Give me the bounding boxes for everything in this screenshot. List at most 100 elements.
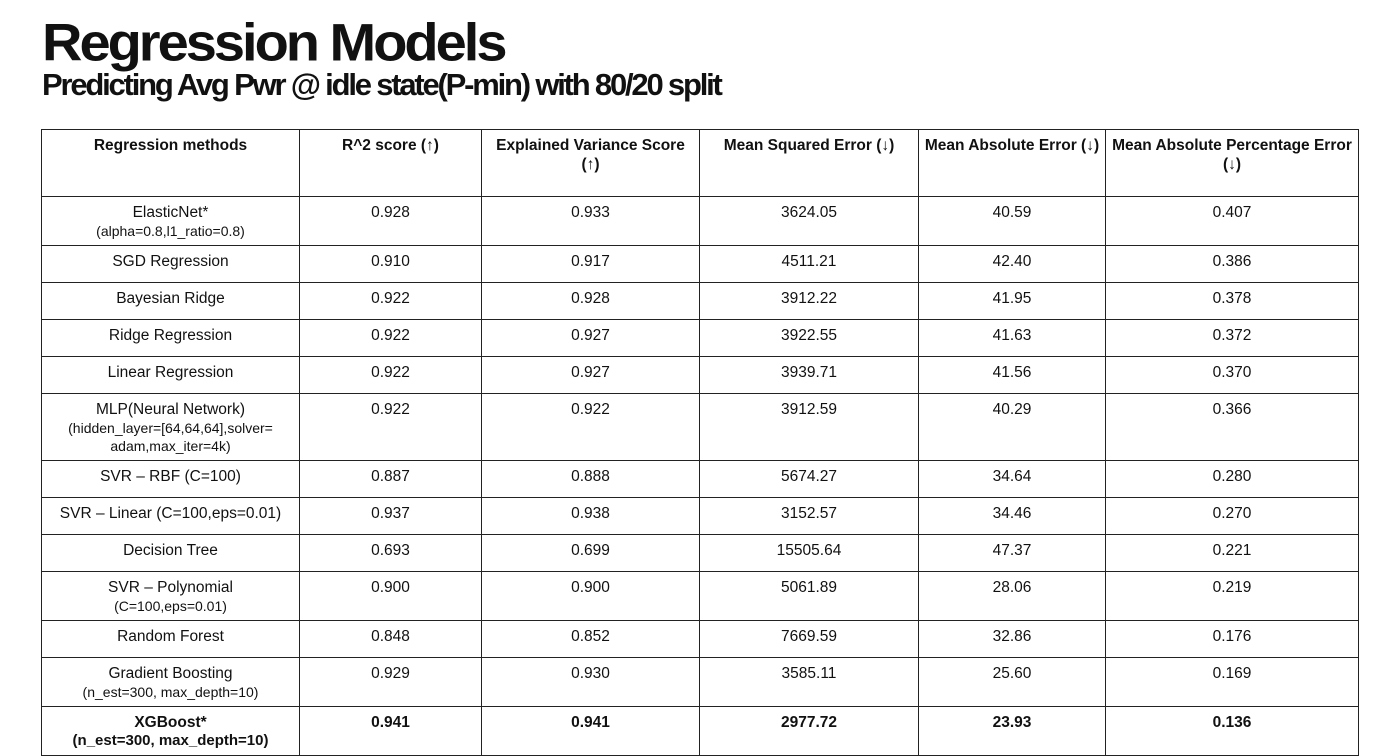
cell-r2-score: 0.929: [299, 657, 482, 707]
cell-mae: 41.56: [918, 356, 1106, 394]
cell-mae: 47.37: [918, 534, 1106, 572]
table-row: SVR – RBF (C=100) 0.887 0.888 5674.27 34.64 0…: [41, 460, 1359, 498]
cell-mse: 3939.71: [699, 356, 919, 394]
method-name: Gradient Boosting: [108, 665, 233, 682]
cell-method: Linear Regression: [41, 356, 300, 394]
table-row: Gradient Boosting (n_est=300, max_depth=1…: [41, 657, 1359, 707]
cell-method: SGD Regression: [41, 245, 300, 283]
header-mae: Mean Absolute Error (↓): [918, 129, 1106, 197]
method-params: (n_est=300, max_depth=10): [72, 732, 269, 749]
cell-mae: 41.95: [918, 282, 1106, 320]
cell-mse: 3912.59: [699, 393, 919, 461]
table-row: XGBoost* (n_est=300, max_depth=10) 0.941 0.…: [41, 706, 1359, 756]
cell-mae: 28.06: [918, 571, 1106, 621]
method-name: Bayesian Ridge: [116, 290, 225, 307]
cell-r2-score: 0.928: [299, 196, 482, 246]
cell-mae: 23.93: [918, 706, 1106, 756]
header-explained-variance: Explained Variance Score (↑): [481, 129, 700, 197]
table-row: ElasticNet* (alpha=0.8,l1_ratio=0.8) 0.928…: [41, 196, 1359, 246]
method-name: SGD Regression: [112, 253, 229, 270]
cell-r2-score: 0.910: [299, 245, 482, 283]
cell-mse: 5061.89: [699, 571, 919, 621]
cell-mape: 0.280: [1105, 460, 1359, 498]
method-params: (C=100,eps=0.01): [114, 598, 227, 614]
cell-mae: 32.86: [918, 620, 1106, 658]
cell-explained-variance: 0.922: [481, 393, 700, 461]
cell-explained-variance: 0.941: [481, 706, 700, 756]
method-params: (hidden_layer=[64,64,64],solver= adam,ma…: [68, 420, 273, 454]
table-row: Random Forest 0.848 0.852 7669.59 32.86 0.176: [41, 620, 1359, 658]
header-regression-methods: Regression methods: [41, 129, 300, 197]
method-params: (alpha=0.8,l1_ratio=0.8): [96, 223, 245, 239]
cell-mape: 0.407: [1105, 196, 1359, 246]
cell-explained-variance: 0.917: [481, 245, 700, 283]
cell-mae: 40.29: [918, 393, 1106, 461]
cell-mape: 0.219: [1105, 571, 1359, 621]
cell-mse: 3585.11: [699, 657, 919, 707]
cell-explained-variance: 0.900: [481, 571, 700, 621]
cell-explained-variance: 0.938: [481, 497, 700, 535]
table-row: SVR – Linear (C=100,eps=0.01) 0.937 0.938 3…: [41, 497, 1359, 535]
cell-r2-score: 0.922: [299, 282, 482, 320]
page-subtitle: Predicting Avg Pwr @ idle state(P-min) w…: [42, 67, 723, 102]
cell-explained-variance: 0.933: [481, 196, 700, 246]
cell-explained-variance: 0.928: [481, 282, 700, 320]
method-name: SVR – RBF (C=100): [100, 468, 241, 485]
cell-r2-score: 0.922: [299, 356, 482, 394]
table-row: Ridge Regression 0.922 0.927 3922.55 41.63 0.…: [41, 319, 1359, 357]
cell-mse: 5674.27: [699, 460, 919, 498]
cell-mae: 34.64: [918, 460, 1106, 498]
page-title: Regression Models: [42, 12, 507, 72]
cell-method: SVR – Polynomial (C=100,eps=0.01): [41, 571, 300, 621]
method-name: ElasticNet*: [132, 204, 209, 221]
cell-mape: 0.169: [1105, 657, 1359, 707]
cell-r2-score: 0.937: [299, 497, 482, 535]
table-row: SGD Regression 0.910 0.917 4511.21 42.40 0.38…: [41, 245, 1359, 283]
cell-mse: 3922.55: [699, 319, 919, 357]
cell-mape: 0.270: [1105, 497, 1359, 535]
cell-mae: 41.63: [918, 319, 1106, 357]
cell-r2-score: 0.693: [299, 534, 482, 572]
cell-method: Decision Tree: [41, 534, 300, 572]
cell-mse: 3624.05: [699, 196, 919, 246]
header-mse: Mean Squared Error (↓): [699, 129, 919, 197]
cell-mse: 15505.64: [699, 534, 919, 572]
cell-method: ElasticNet* (alpha=0.8,l1_ratio=0.8): [41, 196, 300, 246]
cell-mse: 4511.21: [699, 245, 919, 283]
table-row: Decision Tree 0.693 0.699 15505.64 47.37 0.22…: [41, 534, 1359, 572]
cell-mse: 7669.59: [699, 620, 919, 658]
cell-mape: 0.370: [1105, 356, 1359, 394]
cell-mse: 3912.22: [699, 282, 919, 320]
cell-mse: 2977.72: [699, 706, 919, 756]
cell-method: Bayesian Ridge: [41, 282, 300, 320]
method-name: XGBoost*: [134, 714, 207, 731]
method-name: MLP(Neural Network): [95, 401, 245, 418]
cell-r2-score: 0.848: [299, 620, 482, 658]
cell-explained-variance: 0.927: [481, 319, 700, 357]
cell-mape: 0.378: [1105, 282, 1359, 320]
cell-mape: 0.386: [1105, 245, 1359, 283]
cell-method: SVR – Linear (C=100,eps=0.01): [41, 497, 300, 535]
table-row: Linear Regression 0.922 0.927 3939.71 41.56 0…: [41, 356, 1359, 394]
header-r2-score: R^2 score (↑): [299, 129, 482, 197]
method-name: SVR – Polynomial: [108, 579, 233, 596]
cell-method: Ridge Regression: [41, 319, 300, 357]
cell-method: SVR – RBF (C=100): [41, 460, 300, 498]
cell-mae: 42.40: [918, 245, 1106, 283]
cell-mape: 0.136: [1105, 706, 1359, 756]
table-row: SVR – Polynomial (C=100,eps=0.01) 0.900 0.9…: [41, 571, 1359, 621]
cell-mape: 0.176: [1105, 620, 1359, 658]
cell-explained-variance: 0.699: [481, 534, 700, 572]
cell-mae: 25.60: [918, 657, 1106, 707]
cell-mape: 0.221: [1105, 534, 1359, 572]
cell-method: XGBoost* (n_est=300, max_depth=10): [41, 706, 300, 756]
cell-explained-variance: 0.930: [481, 657, 700, 707]
header-mape: Mean Absolute Percentage Error (↓): [1105, 129, 1359, 197]
table-row: MLP(Neural Network) (hidden_layer=[64,64,…: [41, 393, 1359, 461]
results-table: Regression methods R^2 score (↑) Explain…: [41, 129, 1359, 756]
cell-r2-score: 0.900: [299, 571, 482, 621]
cell-mae: 34.46: [918, 497, 1106, 535]
cell-method: Random Forest: [41, 620, 300, 658]
cell-r2-score: 0.941: [299, 706, 482, 756]
cell-mse: 3152.57: [699, 497, 919, 535]
